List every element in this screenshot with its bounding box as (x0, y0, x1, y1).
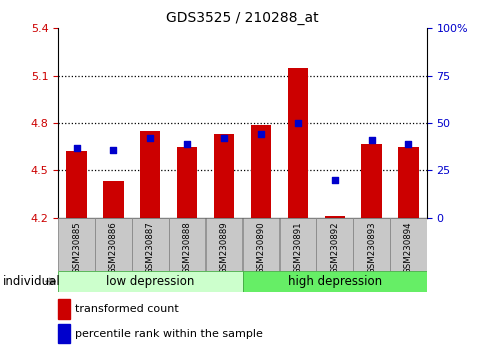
FancyBboxPatch shape (389, 218, 426, 271)
Point (404, 141, 411, 147)
Text: high depression: high depression (287, 275, 381, 288)
Point (367, 137, 375, 143)
FancyBboxPatch shape (242, 218, 279, 271)
FancyBboxPatch shape (205, 218, 242, 271)
FancyBboxPatch shape (316, 218, 352, 271)
FancyBboxPatch shape (58, 218, 95, 271)
Point (109, 147, 117, 152)
Bar (324, 216, 344, 218)
FancyBboxPatch shape (352, 218, 389, 271)
Text: GSM230890: GSM230890 (256, 221, 265, 274)
Title: GDS3525 / 210288_at: GDS3525 / 210288_at (166, 11, 318, 24)
Text: GSM230893: GSM230893 (366, 221, 375, 274)
FancyBboxPatch shape (168, 218, 205, 271)
Point (146, 135, 154, 141)
Point (257, 132, 264, 137)
Text: low depression: low depression (106, 275, 194, 288)
FancyBboxPatch shape (132, 218, 168, 271)
Bar (177, 147, 197, 218)
Point (183, 141, 191, 147)
Bar (361, 143, 381, 218)
FancyBboxPatch shape (279, 218, 316, 271)
Text: individual: individual (2, 275, 60, 288)
Text: GSM230887: GSM230887 (146, 221, 154, 274)
Point (330, 177, 338, 183)
Bar (397, 147, 418, 218)
Point (73, 145, 80, 150)
FancyBboxPatch shape (242, 271, 426, 292)
Text: GSM230891: GSM230891 (293, 221, 302, 274)
Bar (213, 134, 234, 218)
Bar (103, 181, 123, 218)
Text: GSM230894: GSM230894 (403, 221, 412, 274)
Text: percentile rank within the sample: percentile rank within the sample (75, 329, 262, 339)
Text: GSM230885: GSM230885 (72, 221, 81, 274)
Bar (66, 152, 87, 218)
Text: transformed count: transformed count (75, 304, 179, 314)
Point (293, 120, 301, 126)
Text: GSM230892: GSM230892 (330, 221, 338, 274)
Bar (140, 131, 160, 218)
Text: GSM230889: GSM230889 (219, 221, 228, 274)
FancyBboxPatch shape (95, 218, 132, 271)
Bar (250, 125, 271, 218)
Bar (287, 68, 307, 218)
Text: GSM230888: GSM230888 (182, 221, 191, 274)
Point (220, 135, 227, 141)
Text: GSM230886: GSM230886 (109, 221, 118, 274)
FancyBboxPatch shape (58, 271, 242, 292)
